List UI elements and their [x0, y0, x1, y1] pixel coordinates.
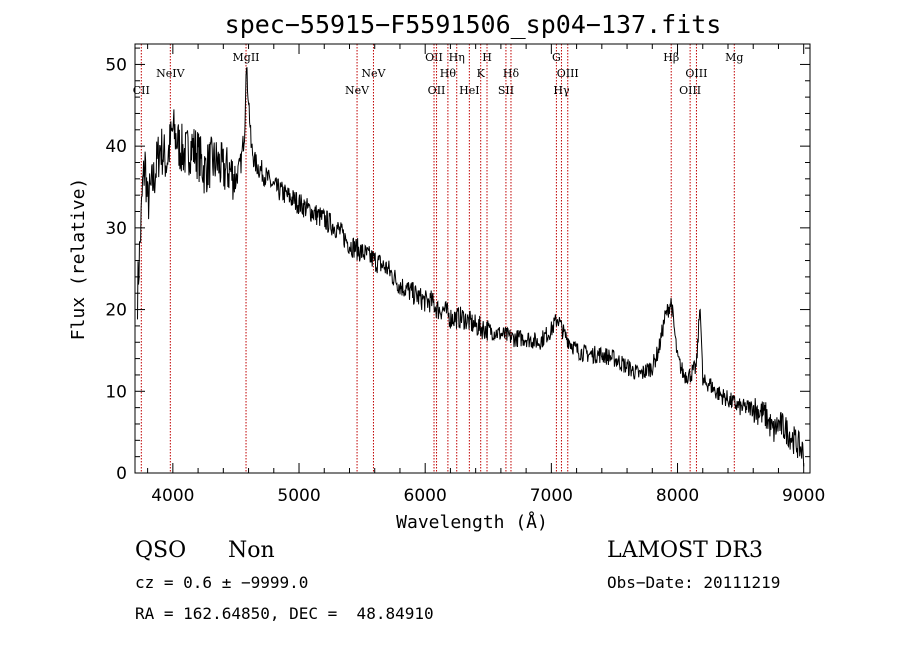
- axes: 4000 5000 6000 7000 8000 9000 0 10 20 30 40 50: [105, 44, 825, 506]
- emission-line-label: G: [552, 51, 561, 64]
- spectrum-series: [137, 67, 805, 467]
- object-class: QSO: [135, 538, 187, 563]
- redshift-readout: cz = 0.6 ± −9999.0: [135, 573, 309, 592]
- spectrum-line: [137, 67, 805, 467]
- emission-line-label: NeV: [361, 67, 386, 80]
- x-tick-label: 4000: [151, 486, 194, 506]
- x-tick-label: 6000: [404, 486, 447, 506]
- emission-line-label: Hγ: [553, 84, 570, 97]
- emission-line-label: Hθ: [440, 67, 457, 80]
- chart-title: spec−55915−F5591506_sp04−137.fits: [225, 10, 722, 39]
- y-tick-label: 30: [105, 219, 127, 239]
- emission-line-label: Hη: [449, 51, 465, 64]
- object-subclass: Non: [228, 538, 275, 563]
- emission-line-label: Mg: [725, 51, 743, 64]
- emission-line-label: Hδ: [503, 67, 520, 80]
- emission-line-label: K: [477, 67, 486, 80]
- emission-line-label: H: [482, 51, 492, 64]
- y-tick-label: 10: [105, 382, 127, 402]
- y-tick-label: 50: [105, 55, 127, 75]
- x-tick-label: 5000: [277, 486, 320, 506]
- y-axis-label: Flux (relative): [68, 178, 89, 341]
- x-axis-label: Wavelength (Å): [396, 511, 548, 533]
- emission-line-label: OII: [425, 51, 443, 64]
- emission-line-label: NeV: [345, 84, 370, 97]
- emission-line-label: HeI: [459, 84, 479, 97]
- x-tick-label: 8000: [656, 486, 699, 506]
- emission-line-label: NeIV: [156, 67, 185, 80]
- plot-frame: [134, 43, 811, 474]
- x-tick-label: 9000: [782, 486, 825, 506]
- emission-line-label: MgII: [233, 51, 260, 64]
- y-tick-label: 0: [116, 464, 127, 484]
- emission-line-label: OIII: [557, 67, 579, 80]
- emission-line-label: Hβ: [663, 51, 679, 64]
- emission-line-label: CII: [133, 84, 150, 97]
- y-tick-label: 20: [105, 301, 127, 321]
- emission-lines: CII NeIV MgII NeV NeV OII OII Hθ Hη HeI KH SII Hδ G Hγ…: [133, 44, 743, 473]
- emission-line-label: OIII: [679, 84, 701, 97]
- emission-line-label: OIII: [685, 67, 707, 80]
- y-tick-label: 40: [105, 137, 127, 157]
- emission-line-label: SII: [498, 84, 514, 97]
- survey-label: LAMOST DR3: [607, 538, 763, 563]
- obs-date: Obs−Date: 20111219: [607, 573, 781, 592]
- coordinates: RA = 162.64850, DEC = 48.84910: [135, 604, 434, 623]
- emission-line-label: OII: [428, 84, 446, 97]
- x-tick-label: 7000: [530, 486, 573, 506]
